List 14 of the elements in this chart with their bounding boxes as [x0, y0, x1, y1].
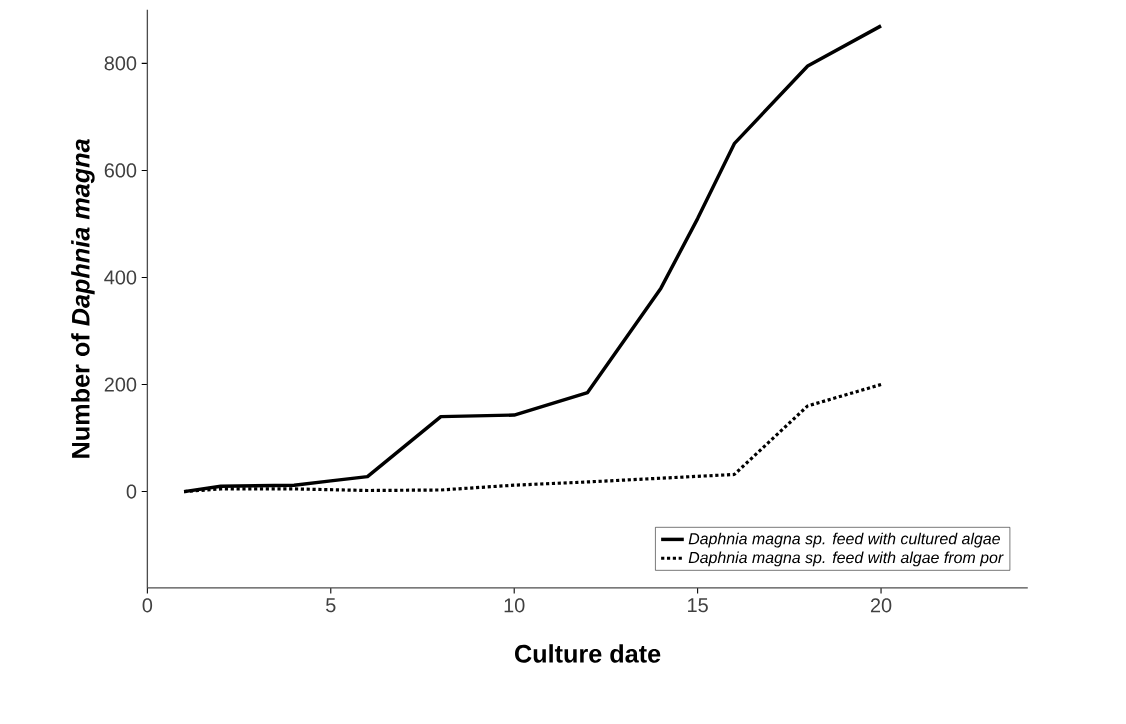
y-tick-label: 200	[104, 377, 137, 392]
x-tick-label: 10	[504, 598, 525, 613]
legend-label: Daphnia magna sp. feed with cultured algae	[688, 532, 1000, 548]
y-axis-title: Number of Daphnia magna	[71, 139, 95, 458]
x-tick-label: 20	[870, 598, 892, 613]
x-axis-title: Culture date	[515, 644, 661, 663]
y-tick-label: 800	[104, 56, 137, 71]
x-tick-label: 0	[142, 598, 153, 613]
x-tick-label: 15	[688, 598, 708, 613]
x-tick-label: 5	[326, 598, 336, 613]
y-tick-label: 400	[104, 270, 137, 285]
y-tick-label: 0	[126, 484, 137, 499]
legend-label: Daphnia magna sp. feed with algae from por	[688, 551, 1004, 567]
y-tick-label: 600	[104, 163, 137, 178]
